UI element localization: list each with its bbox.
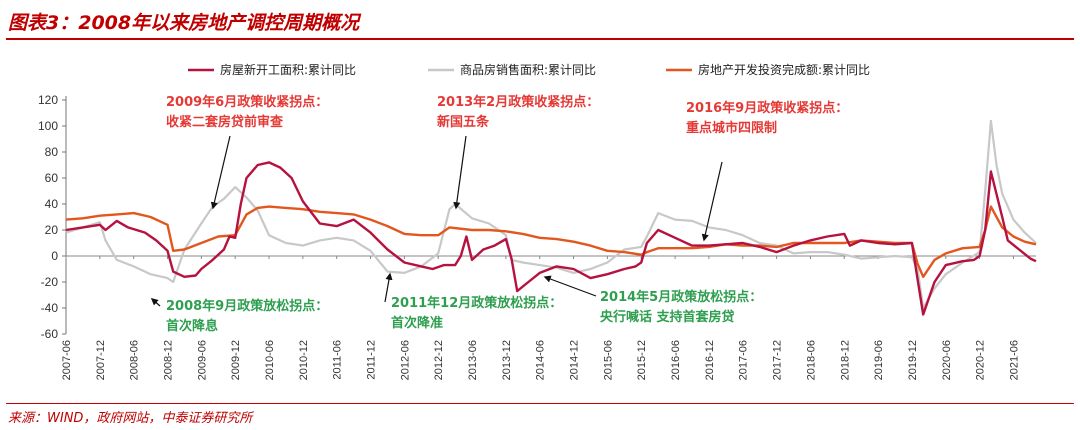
x-tick-label: 2020-12 [975,340,987,380]
chart-legend: 房屋新开工面积:累计同比 商品房销售面积:累计同比 房地产开发投资完成额:累计同比 [188,62,870,77]
annotation-arrow-0 [210,135,231,210]
annotation-text-4-1: 首次降准 [391,315,443,331]
series-line-1 [65,119,1037,310]
legend-label-1: 商品房销售面积:累计同比 [460,62,596,77]
y-tick-label: 100 [38,119,58,133]
chart-axes: -60 -40 -20 0 20 40 60 80 100 120 2007-06 2007-12 20… [38,93,1036,380]
series-line-2 [65,205,1037,278]
annotation-text-1-1: 新国五条 [437,114,490,130]
x-tick-label: 2014-06 [535,340,547,380]
y-tick-label: 20 [45,223,59,237]
x-tick-label: 2008-12 [163,340,175,380]
x-tick-label: 2017-06 [738,340,750,380]
y-tick-label: 60 [45,171,59,185]
x-tick-label: 2011-06 [332,340,344,380]
x-tick-label: 2018-12 [839,340,851,380]
annotation-text-0-0: 2009年6月政策收紧拐点： [166,94,328,110]
annotation-text-2-0: 2016年9月政策收紧拐点： [686,100,848,116]
x-tick-label: 2016-06 [670,340,682,380]
source-note: 来源：WIND，政府网站，中泰证券研究所 [8,411,253,426]
x-tick-label: 2011-12 [366,340,378,380]
legend-label-2: 房地产开发投资完成额:累计同比 [698,62,870,77]
annotation-arrow-4 [384,272,393,303]
x-tick-label: 2017-12 [772,340,784,380]
y-tick-label: -60 [41,327,59,341]
title-divider [6,38,1074,40]
annotation-text-3-1: 首次降息 [166,318,218,334]
y-tick-label: 120 [38,93,58,107]
chart-title: 图表3：2008年以来房地产调控周期概况 [8,12,360,34]
x-tick-label: 2009-12 [230,340,242,380]
series-line-0 [65,161,1037,316]
annotation-arrow-3 [150,298,161,307]
annotation-text-3-0: 2008年9月政策放松拐点： [166,298,328,314]
x-tick-label: 2009-06 [196,340,208,380]
y-tick-label: 80 [45,145,59,159]
annotation-text-2-1: 重点城市四限制 [686,120,777,136]
x-tick-label: 2020-06 [941,340,953,380]
x-tick-label: 2010-06 [264,340,276,380]
y-tick-label: -20 [41,275,59,289]
x-tick-label: 2012-06 [399,340,411,380]
x-tick-label: 2008-06 [129,340,141,380]
footer-divider [6,403,1074,404]
x-tick-label: 2007-12 [95,340,107,380]
x-tick-label: 2015-12 [636,340,648,380]
legend-label-0: 房屋新开工面积:累计同比 [220,62,356,77]
y-tick-label: -40 [41,301,59,315]
annotation-arrow-2 [701,161,723,242]
x-tick-label: 2019-12 [907,340,919,380]
x-tick-label: 2014-12 [569,340,581,380]
line-chart: -60 -40 -20 0 20 40 60 80 100 120 2007-06 2007-12 20… [38,62,1037,380]
annotation-text-5-0: 2014年5月政策放松拐点： [600,289,762,305]
annotation-text-1-0: 2013年2月政策收紧拐点： [437,94,599,110]
y-tick-label: 0 [51,249,58,263]
annotation-arrow-1 [453,135,467,210]
y-tick-label: 40 [45,197,59,211]
header: 图表3：2008年以来房地产调控周期概况 [0,0,1080,42]
annotation-text-5-1: 央行喊话 支持首套房贷 [600,309,735,325]
x-tick-label: 2016-12 [704,340,716,380]
chart-annotations: 2009年6月政策收紧拐点： 收紧二套房贷前审查 2013年2月政策收紧拐点： 新国五… [150,94,848,334]
x-tick-label: 2007-06 [61,340,73,380]
x-tick-label: 2010-12 [298,340,310,380]
x-tick-label: 2013-06 [467,340,479,380]
x-tick-label: 2018-06 [805,340,817,380]
x-tick-label: 2019-06 [873,340,885,380]
x-tick-label: 2015-06 [602,340,614,380]
annotation-arrow-5 [543,275,597,297]
annotation-text-4-0: 2011年12月政策放松拐点： [391,295,562,311]
x-tick-label: 2013-12 [501,340,513,380]
x-tick-label: 2012-12 [433,340,445,380]
series-layer [65,119,1037,316]
x-tick-label: 2021-06 [1008,340,1020,380]
annotation-text-0-1: 收紧二套房贷前审查 [166,114,284,130]
